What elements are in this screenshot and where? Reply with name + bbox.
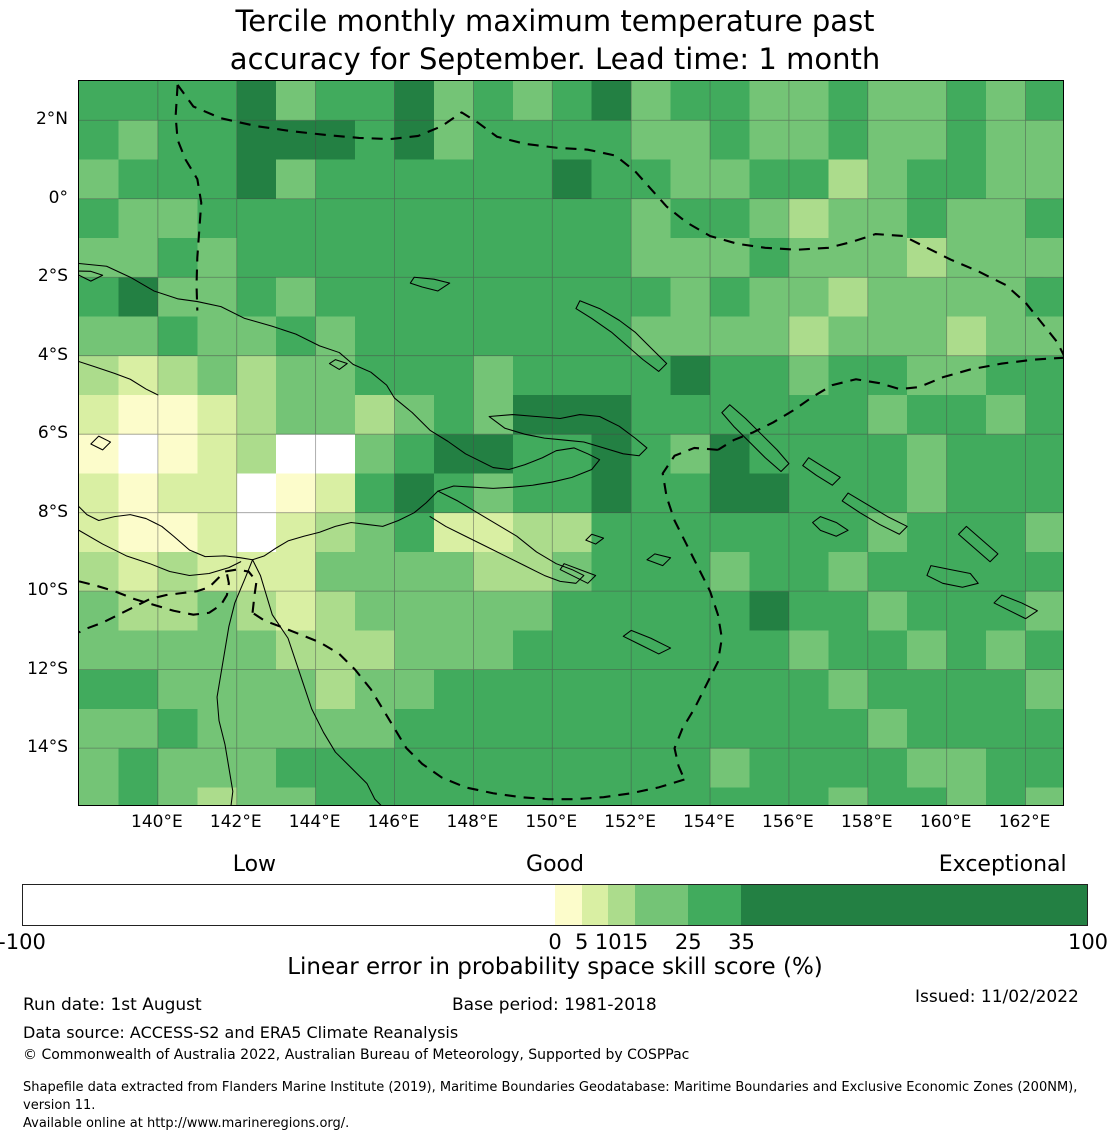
latitude-tick-label: 12°S: [27, 658, 68, 679]
longitude-tick-label: 152°E: [604, 812, 657, 832]
latitude-tick-label: 2°N: [35, 109, 68, 130]
base-period-text: Base period: 1981-2018: [452, 995, 657, 1015]
latitude-tick-label: 10°S: [27, 580, 68, 601]
longitude-tick-label: 160°E: [919, 812, 972, 832]
longitude-tick-label: 162°E: [998, 812, 1051, 832]
colorbar-segment-5[interactable]: [687, 885, 742, 925]
colorbar-tick: -100: [0, 930, 46, 954]
copyright-text: © Commonwealth of Australia 2022, Austra…: [23, 1047, 690, 1063]
skill-score-heatmap: [79, 81, 1063, 805]
page-title: Tercile monthly maximum temperature past…: [0, 2, 1110, 78]
latitude-tick-label: 14°S: [27, 737, 68, 758]
longitude-tick-label: 144°E: [288, 812, 341, 832]
issued-date-text: Issued: 11/02/2022: [915, 987, 1079, 1007]
longitude-tick-label: 140°E: [131, 812, 183, 832]
longitude-tick-label: 158°E: [840, 812, 893, 832]
colorbar-segment-1[interactable]: [555, 885, 582, 925]
latitude-tick-label: 4°S: [37, 344, 68, 365]
shapefile-line-1: Shapefile data extracted from Flanders M…: [23, 1080, 1078, 1113]
latitude-tick-label: 6°S: [37, 423, 68, 444]
colorbar-tick: 5: [574, 930, 589, 954]
colorbar-axis-label: Linear error in probability space skill …: [287, 954, 823, 980]
colorbar-segment-4[interactable]: [634, 885, 688, 925]
shapefile-line-2: Available online at http://www.marinereg…: [23, 1116, 350, 1131]
colorbar-segment-2[interactable]: [581, 885, 609, 925]
colorbar-tick: 0: [548, 930, 562, 954]
colorbar-tick: 35: [728, 930, 755, 954]
colorbar-category-good: Good: [526, 852, 584, 877]
longitude-tick-label: 150°E: [525, 812, 578, 832]
colorbar-segment-3[interactable]: [608, 885, 635, 925]
title-line-2: accuracy for September. Lead time: 1 mon…: [229, 42, 881, 76]
title-line-1: Tercile monthly maximum temperature past: [235, 4, 875, 38]
colorbar-tick: 15: [621, 930, 649, 954]
heatmap-canvas: [79, 81, 1063, 805]
colorbar[interactable]: [22, 884, 1088, 926]
latitude-tick-label: 0°: [48, 187, 68, 208]
longitude-tick-label: 156°E: [762, 812, 814, 832]
colorbar-tick: 100: [1067, 930, 1109, 954]
map-plot-area[interactable]: [78, 80, 1064, 806]
colorbar-tick: 25: [674, 930, 702, 954]
latitude-tick-label: 8°S: [37, 501, 68, 522]
footer-row-primary: Run date: 1st August Base period: 1981-2…: [0, 987, 1110, 1019]
colorbar-segment-0[interactable]: [23, 885, 555, 925]
colorbar-category-exceptional: Exceptional: [938, 852, 1067, 877]
colorbar-tick: 10: [594, 930, 622, 954]
run-date-text: Run date: 1st August: [23, 995, 202, 1015]
data-source-text: Data source: ACCESS-S2 and ERA5 Climate …: [23, 1023, 459, 1042]
longitude-tick-label: 142°E: [209, 812, 262, 832]
colorbar-segment-6[interactable]: [741, 885, 1087, 925]
shapefile-attribution: Shapefile data extracted from Flanders M…: [23, 1079, 1093, 1133]
latitude-tick-label: 2°S: [37, 266, 68, 287]
longitude-tick-label: 148°E: [446, 812, 499, 832]
colorbar-gradient[interactable]: [22, 884, 1088, 926]
colorbar-category-low: Low: [232, 852, 277, 877]
longitude-tick-label: 154°E: [683, 812, 735, 832]
longitude-tick-label: 146°E: [367, 812, 420, 832]
